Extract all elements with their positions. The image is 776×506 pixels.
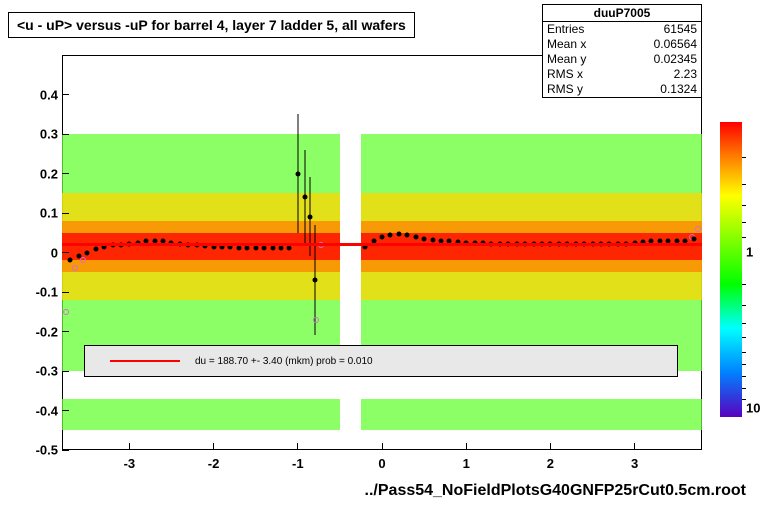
colorbar-tick: 1 — [746, 244, 753, 259]
heat-region — [361, 399, 702, 431]
y-tick-mark — [62, 450, 69, 451]
legend-text: du = 188.70 +- 3.40 (mkm) prob = 0.010 — [195, 356, 373, 367]
colorbar-minor-tick — [742, 352, 746, 353]
y-tick-label: 0 — [8, 245, 58, 260]
y-tick-label: -0.3 — [8, 364, 58, 379]
x-tick-label: 2 — [547, 456, 554, 471]
stats-meanx: Mean x 0.06564 — [543, 37, 701, 52]
chart-title: <u - uP> versus -uP for barrel 4, layer … — [8, 12, 415, 38]
y-tick-mark — [62, 94, 69, 95]
stats-meanx-label: Mean x — [547, 37, 586, 52]
data-point — [422, 236, 427, 241]
x-tick-mark — [129, 443, 130, 450]
data-point — [380, 234, 385, 239]
y-tick-label: 0.1 — [8, 206, 58, 221]
stats-entries-label: Entries — [547, 22, 584, 37]
stats-rmsx: RMS x 2.23 — [543, 67, 701, 82]
colorbar-minor-tick — [742, 222, 746, 223]
colorbar-minor-tick — [742, 237, 746, 238]
data-point — [312, 278, 317, 283]
y-tick-label: -0.2 — [8, 324, 58, 339]
colorbar-minor-tick — [742, 388, 746, 389]
y-tick-mark — [62, 173, 69, 174]
x-tick-label: 1 — [463, 456, 470, 471]
y-tick-mark — [62, 252, 69, 253]
data-point-open — [313, 317, 319, 323]
y-tick-label: -0.5 — [8, 443, 58, 458]
stats-rmsy-label: RMS y — [547, 82, 583, 97]
heat-region — [62, 399, 340, 431]
x-tick-mark — [634, 443, 635, 450]
fit-line — [62, 243, 702, 246]
data-point — [388, 232, 393, 237]
heat-region — [361, 233, 702, 261]
colorbar-minor-tick — [742, 205, 746, 206]
colorbar-minor-tick — [742, 284, 746, 285]
data-point — [76, 254, 81, 259]
x-tick-mark — [382, 443, 383, 450]
stats-name: duuP7005 — [543, 5, 701, 22]
y-tick-label: 0.3 — [8, 127, 58, 142]
y-tick-mark — [62, 213, 69, 214]
y-tick-label: 0.4 — [8, 87, 58, 102]
data-point — [307, 214, 312, 219]
x-tick-label: -1 — [292, 456, 304, 471]
y-tick-mark — [62, 292, 69, 293]
x-tick-mark — [297, 443, 298, 450]
data-point — [93, 246, 98, 251]
data-point — [396, 231, 401, 236]
data-point — [430, 237, 435, 242]
legend-line-icon — [110, 360, 180, 362]
y-tick-mark — [62, 331, 69, 332]
colorbar-minor-tick — [742, 157, 746, 158]
stats-rmsx-val: 2.23 — [674, 67, 697, 82]
legend-box: du = 188.70 +- 3.40 (mkm) prob = 0.010 — [84, 345, 678, 377]
y-tick-mark — [62, 134, 69, 135]
stats-meanx-val: 0.06564 — [654, 37, 697, 52]
data-point — [413, 234, 418, 239]
colorbar-minor-tick — [742, 337, 746, 338]
data-point — [405, 232, 410, 237]
x-tick-label: 0 — [378, 456, 385, 471]
x-tick-label: 3 — [631, 456, 638, 471]
colorbar-minor-tick — [742, 305, 746, 306]
file-label: ../Pass54_NoFieldPlotsG40GNFP25rCut0.5cm… — [365, 482, 746, 500]
y-tick-label: 0.2 — [8, 166, 58, 181]
data-point — [302, 195, 307, 200]
stats-rmsy: RMS y 0.1324 — [543, 82, 701, 97]
y-tick-mark — [62, 371, 69, 372]
x-tick-mark — [466, 443, 467, 450]
colorbar-minor-tick — [742, 323, 746, 324]
colorbar-minor-tick — [742, 184, 746, 185]
y-tick-label: -0.4 — [8, 403, 58, 418]
x-tick-label: -3 — [124, 456, 136, 471]
stats-meany-val: 0.02345 — [654, 52, 697, 67]
x-tick-mark — [550, 443, 551, 450]
data-point — [295, 171, 300, 176]
stats-entries-val: 61545 — [664, 22, 697, 37]
y-tick-label: -0.1 — [8, 285, 58, 300]
data-point-open — [63, 309, 69, 315]
data-point-open — [80, 257, 86, 263]
colorbar-minor-tick — [742, 376, 746, 377]
data-point-open — [72, 265, 78, 271]
stats-rmsy-val: 0.1324 — [660, 82, 697, 97]
data-point — [68, 258, 73, 263]
x-tick-label: -2 — [208, 456, 220, 471]
y-tick-mark — [62, 410, 69, 411]
stats-box: duuP7005 Entries 61545 Mean x 0.06564 Me… — [542, 4, 702, 98]
colorbar: 110 — [720, 122, 742, 417]
stats-rmsx-label: RMS x — [547, 67, 583, 82]
data-point-open — [695, 226, 701, 232]
colorbar-minor-tick — [742, 364, 746, 365]
stats-entries: Entries 61545 — [543, 22, 701, 37]
colorbar-minor-tick — [742, 399, 746, 400]
data-point — [691, 236, 696, 241]
x-tick-mark — [213, 443, 214, 450]
colorbar-tick: 10 — [746, 401, 760, 416]
stats-meany-label: Mean y — [547, 52, 586, 67]
data-point — [85, 250, 90, 255]
stats-meany: Mean y 0.02345 — [543, 52, 701, 67]
